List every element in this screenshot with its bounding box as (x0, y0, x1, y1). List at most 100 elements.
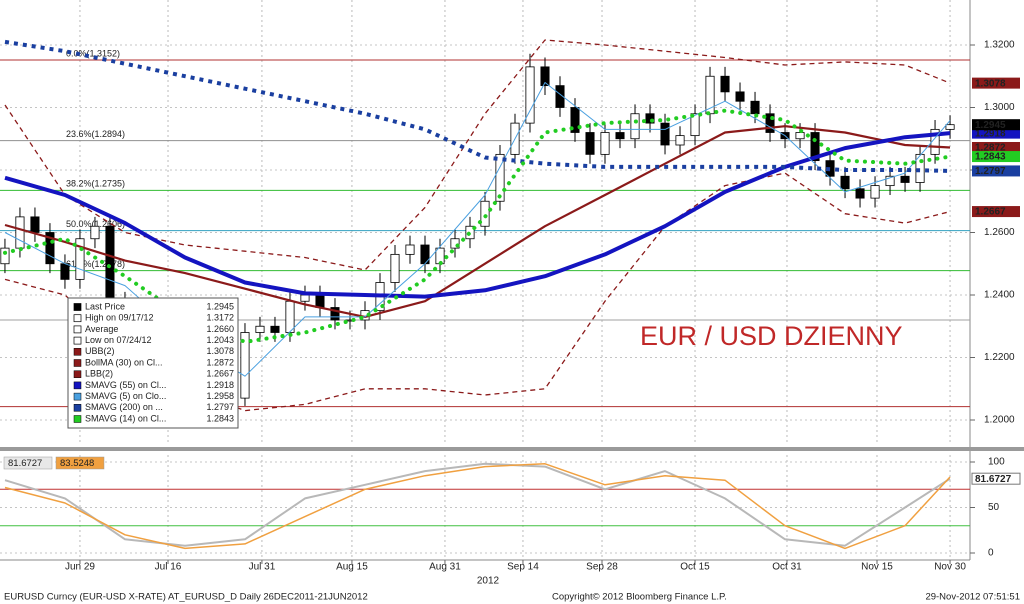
legend-label: SMAVG (5) on Clo... (85, 391, 166, 401)
plot-layer: 1.20001.22001.24001.26001.28001.30001.32… (0, 0, 1021, 573)
value-tag-label: 1.2667 (975, 207, 1006, 218)
candle-body (855, 188, 865, 199)
candle-body (765, 113, 775, 133)
series-line (4, 131, 951, 299)
value-tag (972, 142, 1020, 153)
candle-body (675, 135, 685, 146)
candle-body (390, 253, 400, 283)
candle-body (60, 263, 70, 280)
x-tick-label: Oct 15 (680, 562, 710, 573)
legend-box (67, 297, 239, 429)
legend-swatch (73, 404, 82, 412)
level-label: 23.6%(1.2894) (66, 129, 125, 139)
legend-value: 1.3172 (206, 313, 234, 323)
value-tag (972, 151, 1020, 163)
legend-label: SMAVG (14) on Cl... (85, 413, 166, 423)
legend-swatch (73, 359, 82, 367)
legend-label: UBB(2) (85, 346, 115, 356)
candle-body (945, 124, 955, 130)
legend-value: 1.2872 (206, 357, 234, 367)
candle-body (30, 216, 40, 233)
footer-left: EURUSD Curncy (EUR-USD X-RATE) AT_EURUSD… (4, 592, 368, 603)
candle-body (690, 113, 700, 137)
legend: Last Price 1.2945 High on 09/17/12 1.3172 Av… (67, 297, 239, 429)
candle-body (750, 100, 760, 115)
candle-body (885, 175, 895, 187)
candle-body (660, 122, 670, 146)
y-tick-label: 1.2600 (984, 227, 1015, 238)
value-tag (972, 77, 1020, 89)
candle-body (270, 325, 280, 333)
candle-body (645, 113, 655, 124)
series-line (4, 463, 951, 550)
level-label: 50.0%(1.2606) (66, 219, 125, 229)
y-tick-label: 0 (988, 548, 994, 559)
candle-body (315, 294, 325, 308)
candle-body (870, 185, 880, 199)
candle-body (540, 66, 550, 87)
candle-body (90, 225, 100, 240)
value-tag-label: 1.2918 (975, 128, 1006, 139)
candle-body (810, 132, 820, 162)
value-tag-label: 1.2797 (975, 166, 1006, 177)
candle-body (240, 332, 250, 399)
x-tick-label: Nov 15 (861, 562, 893, 573)
legend-value: 1.2667 (206, 369, 234, 379)
legend-icon (73, 314, 82, 323)
candle-body (285, 300, 295, 333)
y-tick-label: 100 (988, 457, 1005, 468)
legend-value: 1.2797 (206, 402, 234, 412)
value-tag-label: 1.3078 (975, 78, 1006, 89)
candle-body (15, 216, 25, 249)
x-tick-label: Jul 16 (155, 562, 182, 573)
candle-body (840, 175, 850, 190)
osc-legend-value: 83.5248 (60, 458, 94, 469)
footer-center: Copyright© 2012 Bloomberg Finance L.P. (552, 592, 727, 603)
level-label: 38.2%(1.2735) (66, 179, 125, 189)
level-label: 0.0%(1.3152) (66, 48, 120, 58)
osc-legend-box (55, 456, 105, 470)
x-tick-label: Aug 15 (336, 562, 368, 573)
level-label: 61.8%(1.2478) (66, 259, 125, 269)
series-line (3, 108, 952, 344)
chart-title: EUR / USD DZIENNY (640, 321, 903, 351)
value-tag-label: 1.2872 (975, 143, 1006, 154)
legend-swatch (73, 370, 82, 378)
x-tick-label: Aug 31 (429, 562, 461, 573)
x-tick-label: Jul 31 (249, 562, 276, 573)
candle-body (480, 200, 490, 227)
candle-body (255, 325, 265, 333)
candle-body (615, 132, 625, 140)
candle-body (900, 175, 910, 183)
value-tag (972, 119, 1020, 131)
series-line (4, 39, 951, 271)
legend-swatch (73, 392, 82, 401)
candle-body (405, 244, 415, 255)
value-tag (972, 127, 1020, 139)
legend-label: SMAVG (200) on ... (85, 402, 163, 412)
y-tick-label: 1.2400 (984, 290, 1015, 301)
legend-swatch (73, 415, 82, 423)
legend-icon (73, 325, 82, 334)
legend-value: 1.2843 (206, 413, 234, 423)
candle-body (735, 91, 745, 102)
legend-label: Low on 07/24/12 (85, 335, 152, 345)
value-tag (972, 206, 1020, 218)
candle-body (495, 153, 505, 202)
value-tag-label: 1.2843 (975, 152, 1006, 163)
x-tick-label: Oct 31 (772, 562, 802, 573)
y-tick-label: 1.2200 (984, 352, 1015, 363)
legend-icon (73, 336, 82, 345)
legend-label: Average (85, 324, 118, 334)
value-tag (972, 165, 1020, 177)
legend-value: 1.2043 (206, 335, 234, 345)
candle-body (75, 238, 85, 280)
panel-divider (0, 447, 1024, 451)
legend-swatch (73, 348, 82, 356)
legend-label: SMAVG (55) on Cl... (85, 380, 166, 390)
value-tag (971, 472, 1021, 485)
osc-legend-value: 81.6727 (8, 458, 42, 469)
legend-label: High on 09/17/12 (85, 313, 154, 323)
x-tick-label: Jun 29 (65, 562, 95, 573)
